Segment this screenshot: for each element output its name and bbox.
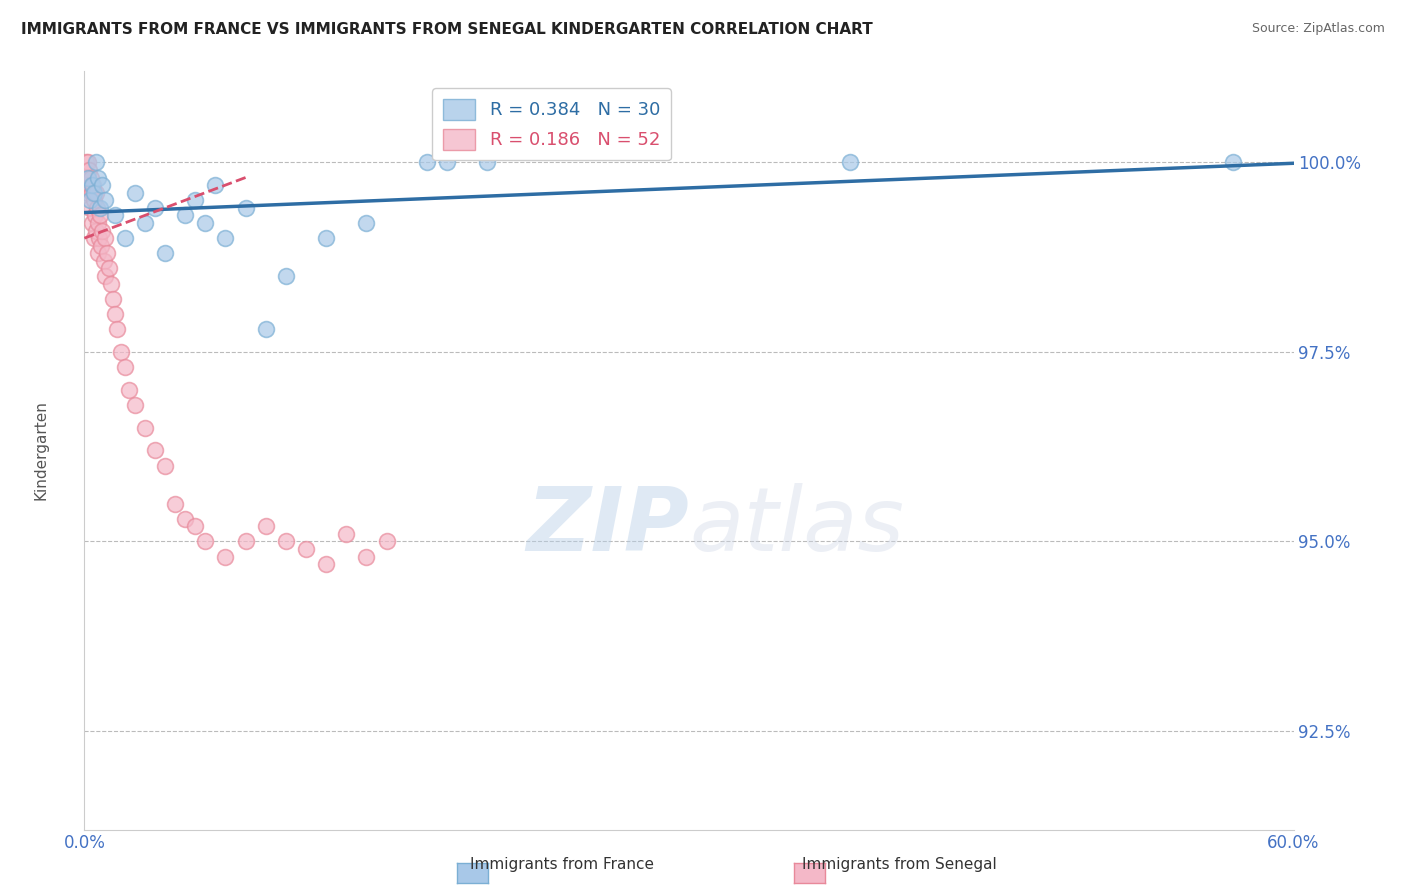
- Point: [274, 269, 297, 284]
- Text: Immigrants from France: Immigrants from France: [471, 857, 654, 872]
- Point: [84, 209, 107, 223]
- Point: [82, 216, 104, 230]
- Point: [235, 534, 257, 549]
- Point: [165, 497, 187, 511]
- Point: [124, 398, 146, 412]
- Point: [436, 155, 458, 169]
- Point: [124, 186, 146, 200]
- Point: [143, 201, 166, 215]
- Point: [93, 254, 115, 268]
- Point: [335, 527, 357, 541]
- Point: [87, 246, 110, 260]
- Point: [79, 201, 101, 215]
- Point: [76, 170, 98, 185]
- Point: [100, 277, 122, 291]
- Point: [254, 519, 277, 533]
- Point: [235, 201, 257, 215]
- Point: [153, 246, 176, 260]
- Point: [86, 155, 108, 169]
- Point: [83, 186, 105, 200]
- Point: [96, 246, 118, 260]
- Point: [87, 216, 110, 230]
- Point: [93, 231, 115, 245]
- Point: [174, 209, 197, 223]
- Point: [1222, 155, 1244, 169]
- Point: [101, 292, 124, 306]
- Point: [97, 261, 120, 276]
- Point: [254, 322, 277, 336]
- Point: [104, 307, 127, 321]
- Point: [91, 178, 114, 193]
- Point: [184, 194, 207, 208]
- Point: [416, 155, 439, 169]
- Point: [114, 231, 136, 245]
- Point: [194, 534, 217, 549]
- Point: [89, 201, 111, 215]
- Point: [83, 231, 105, 245]
- Point: [356, 549, 378, 564]
- Point: [477, 155, 499, 169]
- Point: [79, 178, 101, 193]
- Point: [77, 186, 100, 200]
- Point: [83, 194, 105, 208]
- Point: [91, 224, 114, 238]
- Point: [839, 155, 862, 169]
- Point: [77, 170, 100, 185]
- Point: [105, 322, 128, 336]
- Point: [118, 383, 141, 397]
- Point: [86, 224, 108, 238]
- Point: [214, 549, 236, 564]
- Point: [204, 178, 226, 193]
- Text: ZIP: ZIP: [526, 483, 689, 570]
- Text: atlas: atlas: [689, 483, 904, 569]
- Point: [194, 216, 217, 230]
- Point: [77, 155, 100, 169]
- Point: [153, 458, 176, 473]
- Point: [80, 170, 103, 185]
- Point: [375, 534, 398, 549]
- Point: [356, 216, 378, 230]
- Text: IMMIGRANTS FROM FRANCE VS IMMIGRANTS FROM SENEGAL KINDERGARTEN CORRELATION CHART: IMMIGRANTS FROM FRANCE VS IMMIGRANTS FRO…: [21, 22, 873, 37]
- Point: [82, 178, 104, 193]
- Point: [86, 201, 108, 215]
- Point: [93, 269, 115, 284]
- Point: [110, 345, 132, 359]
- Point: [174, 512, 197, 526]
- Point: [93, 194, 115, 208]
- Y-axis label: Kindergarten: Kindergarten: [34, 401, 48, 500]
- Point: [134, 421, 156, 435]
- Text: Immigrants from Senegal: Immigrants from Senegal: [803, 857, 997, 872]
- Legend: R = 0.384   N = 30, R = 0.186   N = 52: R = 0.384 N = 30, R = 0.186 N = 52: [432, 88, 671, 161]
- Point: [79, 163, 101, 178]
- Point: [79, 194, 101, 208]
- Point: [89, 231, 111, 245]
- Point: [82, 186, 104, 200]
- Point: [184, 519, 207, 533]
- Point: [274, 534, 297, 549]
- Point: [104, 209, 127, 223]
- Point: [87, 170, 110, 185]
- Point: [114, 360, 136, 375]
- Point: [75, 155, 97, 169]
- Point: [315, 558, 337, 572]
- Text: Source: ZipAtlas.com: Source: ZipAtlas.com: [1251, 22, 1385, 36]
- Point: [134, 216, 156, 230]
- Point: [90, 239, 112, 253]
- Point: [315, 231, 337, 245]
- Point: [214, 231, 236, 245]
- Point: [82, 178, 104, 193]
- Point: [295, 542, 318, 557]
- Point: [86, 186, 108, 200]
- Point: [143, 443, 166, 458]
- Point: [89, 209, 111, 223]
